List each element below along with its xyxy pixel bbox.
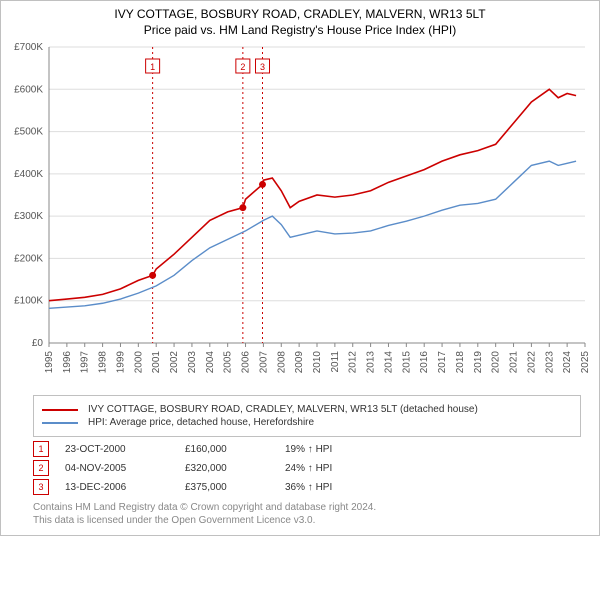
svg-text:£500K: £500K [14,127,43,138]
svg-text:2016: 2016 [419,351,430,374]
svg-text:£700K: £700K [14,42,43,53]
svg-text:2005: 2005 [223,351,234,374]
legend-swatch [42,422,78,424]
svg-text:2014: 2014 [383,351,394,374]
sales-hpi: 36% ↑ HPI [285,482,385,493]
svg-text:2: 2 [240,62,245,72]
title-block: IVY COTTAGE, BOSBURY ROAD, CRADLEY, MALV… [1,1,599,39]
svg-text:£0: £0 [32,338,44,349]
sales-date: 23-OCT-2000 [65,444,185,455]
svg-text:£400K: £400K [14,169,43,180]
svg-text:2024: 2024 [562,351,573,374]
sales-date: 13-DEC-2006 [65,482,185,493]
legend-swatch [42,409,78,411]
event-dot-1 [149,272,156,279]
svg-text:2025: 2025 [580,351,591,374]
svg-text:2007: 2007 [258,351,269,374]
sales-table: 1 23-OCT-2000£160,00019% ↑ HPI 2 04-NOV-200… [33,441,581,495]
series-property [49,89,576,300]
svg-text:1998: 1998 [98,351,109,374]
sales-price: £375,000 [185,482,285,493]
svg-text:2013: 2013 [366,351,377,374]
svg-text:1997: 1997 [80,351,91,374]
svg-text:2023: 2023 [544,351,555,374]
svg-text:2022: 2022 [526,351,537,374]
svg-text:2019: 2019 [473,351,484,374]
svg-text:2001: 2001 [151,351,162,374]
sales-marker: 1 [33,441,49,457]
svg-text:2000: 2000 [133,351,144,374]
chart-title-line1: IVY COTTAGE, BOSBURY ROAD, CRADLEY, MALV… [1,7,599,21]
sales-date: 04-NOV-2005 [65,463,185,474]
svg-text:2004: 2004 [205,351,216,374]
svg-text:2015: 2015 [401,351,412,374]
sales-marker: 2 [33,460,49,476]
sales-price: £160,000 [185,444,285,455]
event-dot-2 [239,204,246,211]
legend-item-1: HPI: Average price, detached house, Here… [42,417,572,428]
svg-text:2009: 2009 [294,351,305,374]
svg-text:1996: 1996 [62,351,73,374]
series-hpi [49,161,576,308]
svg-text:2003: 2003 [187,351,198,374]
sales-hpi: 19% ↑ HPI [285,444,385,455]
svg-text:2011: 2011 [330,351,341,373]
sales-marker: 3 [33,479,49,495]
svg-text:£300K: £300K [14,211,43,222]
svg-text:1999: 1999 [115,351,126,374]
event-dot-3 [259,181,266,188]
svg-text:2017: 2017 [437,351,448,374]
svg-text:2008: 2008 [276,351,287,374]
svg-text:£600K: £600K [14,84,43,95]
svg-text:2006: 2006 [241,351,252,374]
legend-item-0: IVY COTTAGE, BOSBURY ROAD, CRADLEY, MALV… [42,404,572,415]
footer-attribution: Contains HM Land Registry data © Crown c… [33,501,581,527]
svg-text:2018: 2018 [455,351,466,374]
svg-text:2002: 2002 [169,351,180,374]
svg-text:1995: 1995 [44,351,55,374]
svg-text:£200K: £200K [14,253,43,264]
svg-text:3: 3 [260,62,265,72]
svg-text:2020: 2020 [491,351,502,374]
sales-row-1: 1 23-OCT-2000£160,00019% ↑ HPI [33,441,581,457]
svg-text:£100K: £100K [14,296,43,307]
chart-svg: £0 £100K £200K £300K £400K £500K £600K £700K 199… [1,39,599,389]
svg-text:2010: 2010 [312,351,323,374]
legend-label: HPI: Average price, detached house, Here… [88,417,314,428]
svg-text:2021: 2021 [509,351,520,374]
legend-label: IVY COTTAGE, BOSBURY ROAD, CRADLEY, MALV… [88,404,478,415]
sales-row-2: 2 04-NOV-2005£320,00024% ↑ HPI [33,460,581,476]
svg-text:2012: 2012 [348,351,359,374]
chart-area: £0 £100K £200K £300K £400K £500K £600K £700K 199… [1,39,599,389]
sales-hpi: 24% ↑ HPI [285,463,385,474]
footer-line1: Contains HM Land Registry data © Crown c… [33,501,581,514]
sales-row-3: 3 13-DEC-2006£375,00036% ↑ HPI [33,479,581,495]
footer-line2: This data is licensed under the Open Gov… [33,514,581,527]
legend: IVY COTTAGE, BOSBURY ROAD, CRADLEY, MALV… [33,395,581,437]
chart-title-line2: Price paid vs. HM Land Registry's House … [1,23,599,37]
sales-price: £320,000 [185,463,285,474]
chart-container: { "title1": "IVY COTTAGE, BOSBURY ROAD, … [0,0,600,536]
svg-text:1: 1 [150,62,155,72]
